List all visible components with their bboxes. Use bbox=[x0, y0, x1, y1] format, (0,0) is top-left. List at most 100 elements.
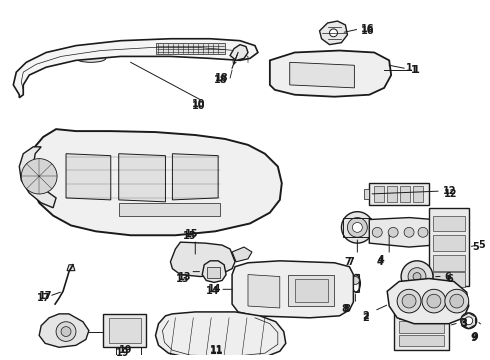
Text: 5: 5 bbox=[473, 242, 479, 252]
Polygon shape bbox=[207, 267, 220, 278]
Text: 14: 14 bbox=[206, 286, 220, 296]
Text: 15: 15 bbox=[185, 229, 199, 239]
Polygon shape bbox=[248, 275, 280, 308]
Polygon shape bbox=[202, 261, 226, 283]
Text: 8: 8 bbox=[342, 304, 348, 314]
Ellipse shape bbox=[76, 54, 106, 62]
Circle shape bbox=[445, 289, 469, 313]
Polygon shape bbox=[387, 279, 469, 324]
Text: 5: 5 bbox=[479, 240, 486, 250]
Polygon shape bbox=[433, 216, 465, 231]
Text: 4: 4 bbox=[376, 257, 383, 267]
Circle shape bbox=[342, 212, 373, 243]
Polygon shape bbox=[433, 235, 465, 251]
Ellipse shape bbox=[300, 84, 319, 92]
Circle shape bbox=[427, 294, 441, 308]
Polygon shape bbox=[19, 147, 56, 208]
Text: 10: 10 bbox=[192, 99, 206, 109]
Circle shape bbox=[413, 273, 421, 280]
Circle shape bbox=[61, 327, 71, 337]
Polygon shape bbox=[290, 62, 354, 88]
Polygon shape bbox=[400, 186, 410, 202]
Circle shape bbox=[329, 29, 338, 37]
Polygon shape bbox=[365, 189, 369, 199]
Text: 13: 13 bbox=[176, 274, 190, 284]
Text: 18: 18 bbox=[214, 75, 228, 85]
Polygon shape bbox=[171, 242, 235, 276]
Text: 19: 19 bbox=[116, 348, 129, 358]
Text: 7: 7 bbox=[344, 257, 351, 267]
Polygon shape bbox=[119, 154, 166, 202]
Text: 9: 9 bbox=[471, 333, 477, 343]
Text: 12: 12 bbox=[444, 189, 457, 199]
Circle shape bbox=[418, 228, 428, 237]
Text: 18: 18 bbox=[215, 73, 229, 83]
Polygon shape bbox=[29, 129, 282, 235]
Polygon shape bbox=[433, 255, 465, 271]
Text: 1: 1 bbox=[406, 63, 413, 73]
Polygon shape bbox=[462, 313, 476, 329]
Circle shape bbox=[408, 268, 426, 285]
Circle shape bbox=[21, 159, 57, 194]
Polygon shape bbox=[369, 183, 429, 205]
Text: 15: 15 bbox=[183, 231, 197, 241]
Text: 9: 9 bbox=[472, 333, 478, 342]
Polygon shape bbox=[294, 279, 327, 302]
Circle shape bbox=[351, 276, 359, 284]
Polygon shape bbox=[369, 217, 439, 247]
Polygon shape bbox=[433, 272, 465, 287]
Polygon shape bbox=[232, 261, 353, 318]
Polygon shape bbox=[399, 334, 444, 346]
Circle shape bbox=[450, 294, 464, 308]
Text: 1: 1 bbox=[411, 65, 418, 75]
Polygon shape bbox=[387, 186, 397, 202]
Text: 4: 4 bbox=[377, 255, 384, 265]
Text: 8: 8 bbox=[343, 304, 350, 314]
Text: 3: 3 bbox=[461, 318, 467, 328]
Polygon shape bbox=[103, 314, 146, 347]
Text: 16: 16 bbox=[361, 24, 375, 34]
Polygon shape bbox=[270, 50, 391, 97]
Text: 11: 11 bbox=[210, 346, 224, 356]
Text: 3: 3 bbox=[461, 319, 467, 329]
Text: 17: 17 bbox=[39, 291, 52, 301]
Text: 13: 13 bbox=[178, 271, 192, 282]
Text: 19: 19 bbox=[119, 345, 132, 355]
Circle shape bbox=[56, 322, 76, 341]
Text: 16: 16 bbox=[361, 26, 375, 36]
Text: 2: 2 bbox=[362, 311, 369, 321]
Polygon shape bbox=[13, 39, 258, 98]
Text: 11: 11 bbox=[210, 345, 224, 355]
Polygon shape bbox=[155, 312, 286, 359]
Text: 7: 7 bbox=[347, 257, 354, 267]
Polygon shape bbox=[155, 43, 225, 54]
Polygon shape bbox=[232, 247, 252, 262]
Polygon shape bbox=[374, 186, 384, 202]
Polygon shape bbox=[399, 307, 444, 319]
Polygon shape bbox=[394, 301, 449, 350]
Circle shape bbox=[388, 228, 398, 237]
Polygon shape bbox=[288, 275, 335, 306]
Circle shape bbox=[352, 222, 362, 232]
Polygon shape bbox=[109, 318, 141, 343]
Polygon shape bbox=[230, 45, 248, 60]
Text: 12: 12 bbox=[443, 186, 456, 196]
Circle shape bbox=[402, 294, 416, 308]
Polygon shape bbox=[399, 321, 444, 333]
Circle shape bbox=[347, 217, 368, 237]
Text: 1: 1 bbox=[413, 65, 420, 75]
Circle shape bbox=[397, 289, 421, 313]
Polygon shape bbox=[119, 203, 220, 216]
Text: 6: 6 bbox=[447, 274, 454, 284]
Polygon shape bbox=[172, 154, 218, 200]
Circle shape bbox=[372, 228, 382, 237]
Polygon shape bbox=[319, 21, 347, 45]
Text: 17: 17 bbox=[37, 293, 50, 303]
Polygon shape bbox=[66, 154, 111, 200]
Text: 14: 14 bbox=[208, 284, 221, 294]
Circle shape bbox=[422, 289, 446, 313]
Circle shape bbox=[461, 313, 477, 329]
Polygon shape bbox=[39, 314, 89, 347]
Circle shape bbox=[404, 228, 414, 237]
Circle shape bbox=[401, 261, 433, 292]
